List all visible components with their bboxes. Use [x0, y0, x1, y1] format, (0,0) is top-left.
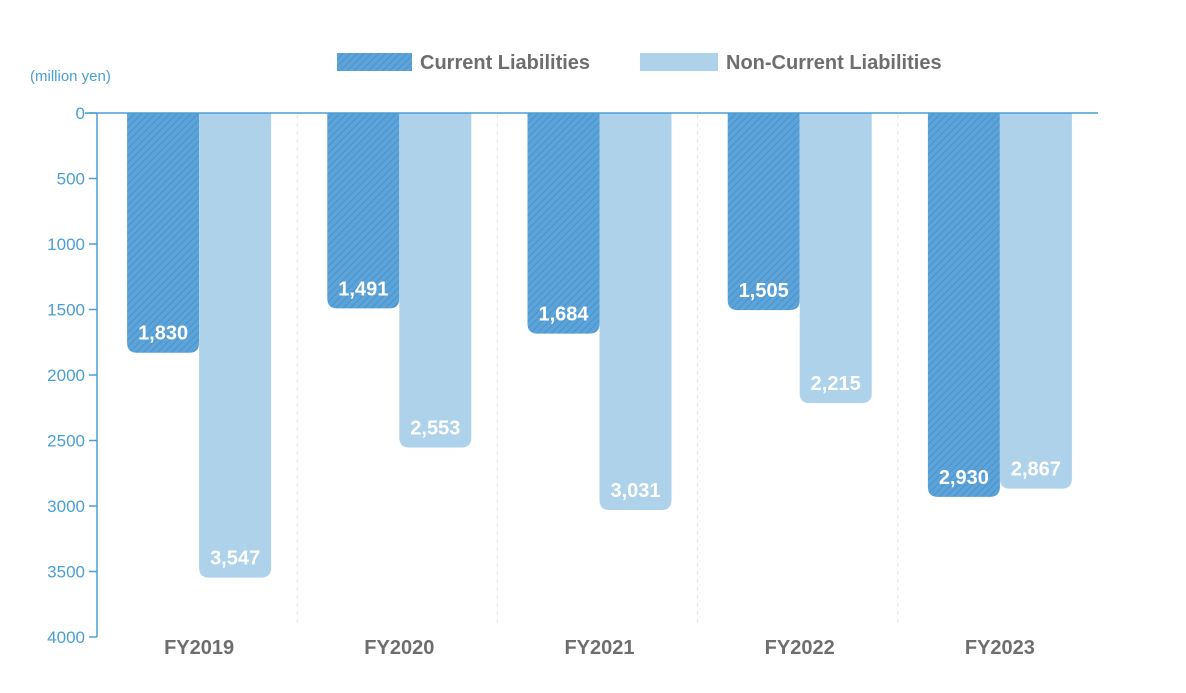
bars: [127, 113, 1072, 578]
legend-label-noncurrent: Non-Current Liabilities: [726, 52, 942, 74]
data-labels: 1,830 3,547 1,491 2,553 1,684 3,031 1,505 2,215…: [138, 278, 1061, 569]
data-label-current: 1,505: [739, 280, 789, 302]
bar-current-liabilities: [327, 113, 400, 309]
y-axis: 0 500 1000 1500 2000 2500 3000 3500 4000: [47, 104, 1098, 647]
bar-non-current-liabilities: [999, 113, 1072, 489]
legend: Current Liabilities Non-Current Liabilit…: [337, 52, 942, 74]
bar-non-current-liabilities: [199, 113, 272, 578]
y-tick-label: 0: [76, 104, 85, 123]
data-label-current: 2,930: [939, 467, 989, 489]
y-tick-label: 3500: [47, 563, 85, 582]
y-tick-label: 500: [57, 170, 85, 189]
y-tick-label: 1500: [47, 301, 85, 320]
data-label-current: 1,684: [538, 304, 589, 326]
data-label-current: 1,830: [138, 323, 188, 345]
y-tick-label: 2000: [47, 366, 85, 385]
y-axis-unit-label: (million yen): [30, 68, 111, 85]
legend-swatch-current: [337, 53, 412, 71]
bar-non-current-liabilities: [799, 113, 872, 404]
legend-label-current: Current Liabilities: [420, 52, 590, 74]
y-tick-label: 1000: [47, 235, 85, 254]
y-tick-label: 4000: [47, 628, 85, 647]
data-label-noncurrent: 2,215: [811, 373, 861, 395]
data-label-noncurrent: 2,867: [1011, 459, 1061, 481]
data-label-noncurrent: 3,031: [610, 480, 660, 502]
bar-non-current-liabilities: [599, 113, 672, 511]
x-category-label: FY2020: [364, 637, 434, 659]
bar-current-liabilities: [127, 113, 200, 353]
bar-current-liabilities: [527, 113, 600, 334]
x-axis-labels: FY2019 FY2020 FY2021 FY2022 FY2023: [164, 637, 1035, 659]
y-tick-label: 2500: [47, 432, 85, 451]
x-category-label: FY2022: [765, 637, 835, 659]
bar-current-liabilities: [927, 113, 1000, 497]
x-category-label: FY2019: [164, 637, 234, 659]
bar-current-liabilities: [727, 113, 800, 311]
y-tick-label: 3000: [47, 497, 85, 516]
data-label-noncurrent: 2,553: [410, 417, 460, 439]
category-separators: [296, 115, 899, 625]
x-category-label: FY2023: [965, 637, 1035, 659]
data-label-current: 1,491: [338, 278, 388, 300]
data-label-noncurrent: 3,547: [210, 548, 260, 570]
x-category-label: FY2021: [564, 637, 634, 659]
legend-swatch-noncurrent: [640, 53, 718, 71]
bar-non-current-liabilities: [399, 113, 472, 448]
